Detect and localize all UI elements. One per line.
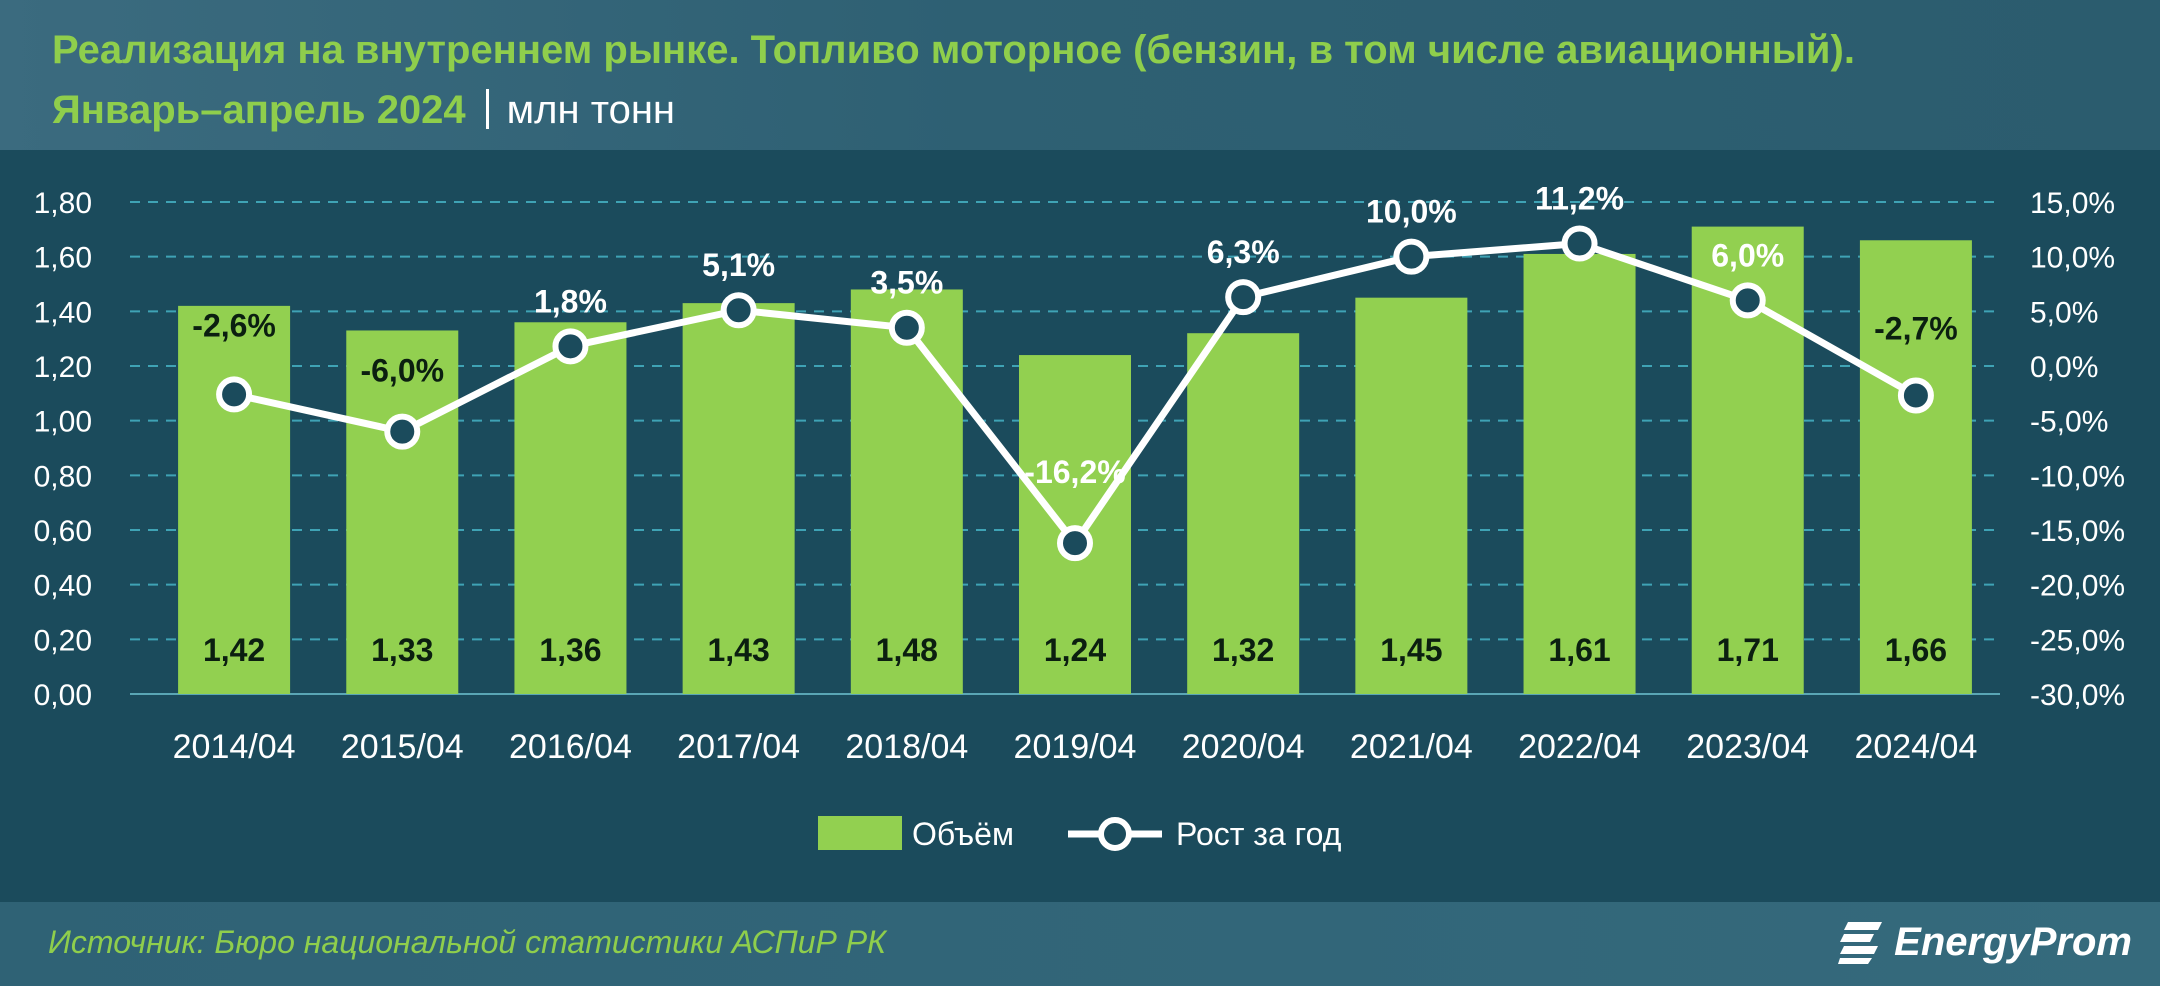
bar-2016/04 — [514, 322, 627, 694]
bar-value-label: 1,43 — [707, 632, 769, 668]
brand-logo: EnergyProm — [1838, 918, 2132, 966]
bar-2022/04 — [1523, 253, 1636, 694]
growth-point — [1393, 238, 1430, 275]
growth-point — [384, 413, 421, 450]
y-right-tick-label: 10,0% — [2030, 242, 2115, 275]
bar-2015/04 — [346, 330, 459, 694]
bar-value-label: 1,66 — [1885, 632, 1947, 668]
bar-2020/04 — [1187, 333, 1300, 694]
combo-chart: 0,00 0,20 0,40 0,60 0,80 1,00 1,20 1,40 1,60 1,80… — [34, 181, 2125, 852]
bar-2021/04 — [1355, 297, 1468, 694]
legend-line-label: Рост за год — [1176, 816, 1342, 852]
y-right-tick-label: -10,0% — [2030, 460, 2125, 493]
growth-value-label: 3,5% — [870, 265, 943, 301]
growth-point — [552, 328, 589, 365]
x-tick-label: 2024/04 — [1854, 728, 1977, 766]
x-tick-label: 2014/04 — [173, 728, 296, 766]
growth-point — [1561, 225, 1598, 262]
growth-point — [720, 292, 757, 329]
growth-value-label: 10,0% — [1366, 194, 1457, 230]
x-tick-label: 2022/04 — [1518, 728, 1641, 766]
y-right-tick-label: -20,0% — [2030, 570, 2125, 603]
bar-2024/04 — [1859, 240, 1972, 694]
growth-value-label: 5,1% — [702, 247, 775, 283]
legend-bar-label: Объём — [912, 816, 1014, 852]
bar-value-label: 1,42 — [203, 632, 265, 668]
bar-2019/04 — [1019, 355, 1131, 694]
x-tick-label: 2020/04 — [1182, 728, 1305, 766]
y-right-tick-label: 0,0% — [2030, 351, 2098, 384]
bar-value-label: 1,36 — [539, 632, 601, 668]
growth-value-label: 11,2% — [1535, 181, 1624, 217]
growth-value-label: 6,0% — [1711, 237, 1784, 273]
bar-value-label: 1,71 — [1717, 632, 1779, 668]
y-left-tick-label: 1,80 — [34, 187, 92, 220]
growth-point — [1897, 377, 1934, 414]
legend-bar-swatch — [818, 816, 902, 850]
y-left-tick-label: 0,80 — [34, 460, 92, 493]
growth-value-label: -6,0% — [360, 353, 444, 389]
y-left-tick-label: 1,00 — [34, 406, 92, 439]
energyprom-logo-icon — [1838, 922, 1883, 964]
y-right-tick-label: -5,0% — [2030, 406, 2108, 439]
x-tick-label: 2018/04 — [845, 728, 968, 766]
bar-value-label: 1,61 — [1548, 632, 1610, 668]
period-label: Январь–апрель 2024 — [52, 88, 466, 132]
legend-line-marker — [1098, 817, 1132, 851]
source-note: Источник: Бюро национальной статистики А… — [48, 924, 886, 960]
growth-point — [1057, 525, 1093, 562]
y-left-tick-label: 1,20 — [34, 351, 92, 384]
y-right-tick-label: -30,0% — [2030, 679, 2125, 712]
y-right-tick-label: -25,0% — [2030, 624, 2125, 657]
growth-value-label: -2,7% — [1874, 311, 1958, 347]
plot-area: 0,00 0,20 0,40 0,60 0,80 1,00 1,20 1,40 1,60 1,80… — [0, 150, 2160, 902]
growth-point — [1729, 282, 1766, 319]
x-tick-label: 2021/04 — [1350, 728, 1473, 766]
y-right-tick-label: -15,0% — [2030, 515, 2125, 548]
x-tick-label: 2016/04 — [509, 728, 632, 766]
y-left-tick-label: 0,00 — [34, 679, 92, 712]
bar-2018/04 — [850, 289, 963, 694]
bar-value-label: 1,32 — [1212, 632, 1274, 668]
chart-header: Реализация на внутреннем рынке. Топливо … — [0, 0, 2160, 150]
y-right-tick-label: 15,0% — [2030, 187, 2115, 220]
brand-name: EnergyProm — [1894, 919, 2132, 964]
growth-point — [888, 309, 925, 346]
bar-2014/04 — [178, 305, 291, 694]
x-tick-label: 2023/04 — [1686, 728, 1809, 766]
chart-subtitle: Январь–апрель 2024 млн тонн — [52, 88, 675, 133]
growth-value-label: -2,6% — [192, 307, 276, 343]
bar-value-label: 1,48 — [876, 632, 938, 668]
y-left-tick-label: 0,40 — [34, 570, 92, 603]
growth-value-label: -16,2% — [1024, 454, 1125, 490]
unit-divider — [485, 89, 489, 129]
growth-value-label: 6,3% — [1207, 234, 1280, 270]
y-left-tick-label: 1,60 — [34, 242, 92, 275]
unit-label: млн тонн — [506, 88, 676, 132]
x-tick-label: 2017/04 — [677, 728, 800, 766]
growth-point — [216, 376, 253, 413]
bar-2017/04 — [682, 303, 795, 694]
chart-title: Реализация на внутреннем рынке. Топливо … — [52, 28, 1855, 72]
growth-value-label: 1,8% — [534, 283, 607, 319]
x-tick-label: 2019/04 — [1014, 728, 1137, 766]
growth-point — [1225, 279, 1262, 316]
y-left-tick-label: 1,40 — [34, 296, 92, 329]
bar-value-label: 1,24 — [1044, 632, 1106, 668]
y-right-tick-label: 5,0% — [2030, 296, 2098, 329]
chart-footer: Источник: Бюро национальной статистики А… — [0, 902, 2160, 986]
y-left-tick-label: 0,60 — [34, 515, 92, 548]
x-tick-label: 2015/04 — [341, 728, 464, 766]
y-left-tick-label: 0,20 — [34, 624, 92, 657]
bar-value-label: 1,45 — [1380, 632, 1442, 668]
bar-value-label: 1,33 — [371, 632, 433, 668]
